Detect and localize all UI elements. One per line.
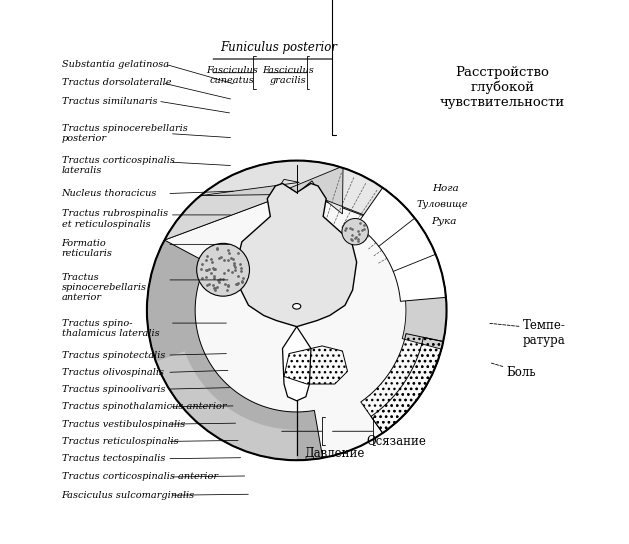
Polygon shape bbox=[201, 160, 340, 196]
Text: Substantia gelatinosa: Substantia gelatinosa bbox=[62, 60, 169, 69]
Text: Туловище: Туловище bbox=[416, 200, 469, 209]
Circle shape bbox=[197, 243, 250, 296]
Text: Боль: Боль bbox=[506, 366, 536, 379]
Text: Fasciculus
gracilis: Fasciculus gracilis bbox=[262, 66, 313, 85]
Text: Tractus
spinocerebellaris
anterior: Tractus spinocerebellaris anterior bbox=[62, 273, 147, 302]
Text: Tractus corticospinalis anterior: Tractus corticospinalis anterior bbox=[62, 472, 218, 481]
Polygon shape bbox=[325, 168, 429, 240]
Polygon shape bbox=[164, 160, 429, 240]
Text: Tractus spinothalamicus anterior: Tractus spinothalamicus anterior bbox=[62, 403, 226, 411]
Text: Formatio
reticularis: Formatio reticularis bbox=[62, 239, 113, 258]
Text: Funiculus posterior: Funiculus posterior bbox=[220, 41, 337, 54]
Text: Tractus spinocerebellaris
posterior: Tractus spinocerebellaris posterior bbox=[62, 124, 187, 144]
Polygon shape bbox=[164, 195, 274, 240]
Text: Tractus reticulospinalis: Tractus reticulospinalis bbox=[62, 437, 178, 446]
Circle shape bbox=[147, 160, 447, 460]
Ellipse shape bbox=[292, 304, 301, 309]
Text: Темпе-
ратура: Темпе- ратура bbox=[523, 319, 565, 347]
Text: Fasciculus
cuneatus: Fasciculus cuneatus bbox=[206, 66, 258, 85]
Text: Tractus vestibulospinalis: Tractus vestibulospinalis bbox=[62, 419, 185, 429]
Circle shape bbox=[342, 219, 369, 245]
Text: Nucleus thoracicus: Nucleus thoracicus bbox=[62, 189, 157, 198]
Text: Fasciculus sulcomarginalis: Fasciculus sulcomarginalis bbox=[62, 491, 195, 500]
Text: Tractus olivospinalis: Tractus olivospinalis bbox=[62, 368, 164, 377]
Text: Осязание: Осязание bbox=[367, 435, 426, 448]
Text: Tractus spinoolivaris: Tractus spinoolivaris bbox=[62, 385, 165, 394]
Text: Рука: Рука bbox=[431, 217, 456, 226]
Text: Tractus spinotectalis: Tractus spinotectalis bbox=[62, 350, 165, 360]
Text: Tractus rubrospinalis
et reticulospinalis: Tractus rubrospinalis et reticulospinali… bbox=[62, 209, 168, 228]
Polygon shape bbox=[147, 240, 323, 460]
Polygon shape bbox=[393, 240, 447, 349]
Text: Нога: Нога bbox=[432, 184, 459, 193]
Text: Расстройство
глубокой
чувствительности: Расстройство глубокой чувствительности bbox=[440, 66, 565, 109]
Text: Давление: Давление bbox=[304, 447, 365, 460]
Polygon shape bbox=[156, 351, 297, 460]
Text: Tractus tectospinalis: Tractus tectospinalis bbox=[62, 454, 165, 463]
Text: Tractus spino-
thalamicus lateralis: Tractus spino- thalamicus lateralis bbox=[62, 319, 159, 338]
Polygon shape bbox=[357, 188, 446, 301]
Polygon shape bbox=[282, 326, 311, 401]
Polygon shape bbox=[237, 183, 357, 326]
Text: Tractus similunaris: Tractus similunaris bbox=[62, 97, 157, 106]
Text: Tractus dorsolateralle: Tractus dorsolateralle bbox=[62, 78, 171, 88]
Text: Tractus corticospinalis
lateralis: Tractus corticospinalis lateralis bbox=[62, 156, 174, 175]
